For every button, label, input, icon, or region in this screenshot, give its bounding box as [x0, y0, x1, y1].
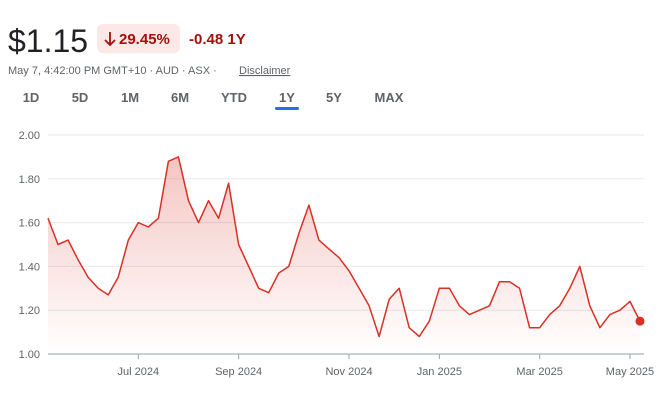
range-tab[interactable]: 1D: [23, 90, 40, 105]
last-point: [635, 316, 645, 326]
tab-underline: [275, 107, 299, 110]
range-tab[interactable]: 1Y: [279, 90, 295, 105]
range-tab[interactable]: 1M: [121, 90, 139, 105]
x-tick-label: May 2025: [606, 366, 654, 378]
y-tick-label: 1.20: [19, 305, 40, 317]
x-tick-label: Jul 2024: [118, 366, 160, 378]
range-tab[interactable]: MAX: [375, 90, 404, 105]
range-tab[interactable]: 5Y: [326, 90, 342, 105]
x-tick-label: Mar 2025: [516, 366, 562, 378]
y-tick-label: 1.40: [19, 261, 40, 273]
change-percent: 29.45%: [119, 31, 170, 48]
disclaimer-link[interactable]: Disclaimer: [239, 65, 291, 77]
y-tick-label: 1.80: [19, 174, 40, 186]
range-tab[interactable]: 5D: [72, 90, 89, 105]
range-tab[interactable]: YTD: [221, 90, 247, 105]
change-pill: [97, 24, 180, 53]
y-tick-label: 1.00: [19, 349, 40, 361]
change-absolute: -0.48 1Y: [189, 31, 246, 48]
meta: May 7, 4:42:00 PM GMT+10 · AUD · ASX ·: [8, 65, 217, 77]
down-arrow: [104, 32, 116, 47]
price-line: [47, 156, 641, 338]
y-tick-label: 2.00: [19, 130, 40, 142]
range-tab[interactable]: 6M: [171, 90, 189, 105]
x-tick-label: Nov 2024: [325, 366, 372, 378]
price: $1.15: [8, 23, 88, 59]
x-tick-label: Sep 2024: [215, 366, 262, 378]
x-tick-label: Jan 2025: [417, 366, 462, 378]
y-tick-label: 1.60: [19, 218, 40, 230]
area: [48, 156, 640, 354]
